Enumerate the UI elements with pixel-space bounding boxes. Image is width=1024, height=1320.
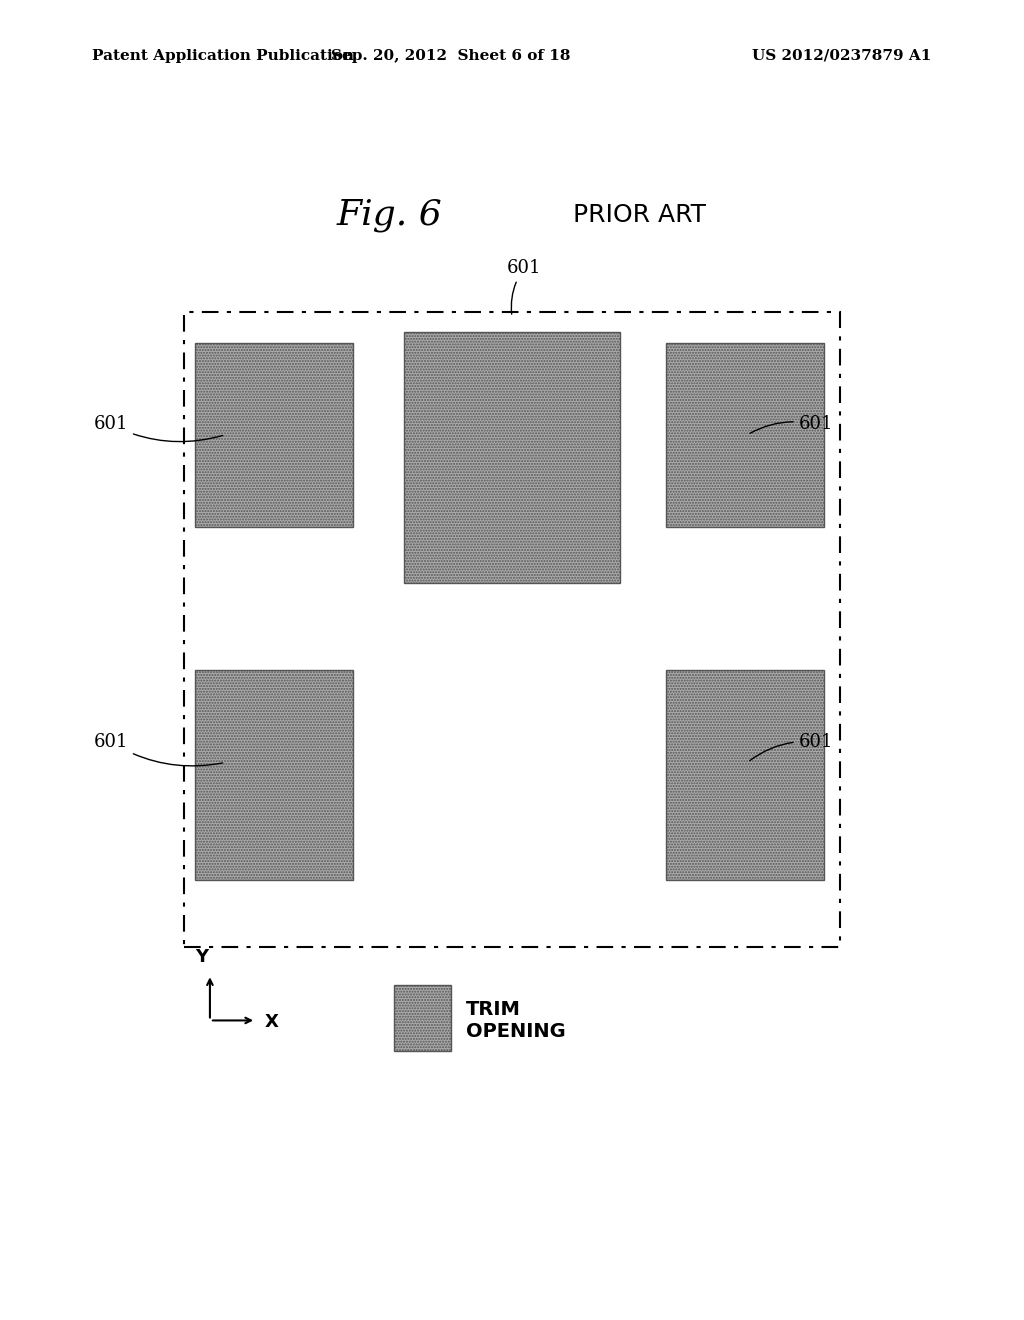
Text: 601: 601 — [750, 733, 834, 760]
Text: X: X — [264, 1014, 279, 1031]
Text: 601: 601 — [507, 259, 542, 314]
Bar — [666, 343, 824, 527]
Text: US 2012/0237879 A1: US 2012/0237879 A1 — [753, 49, 932, 63]
Bar — [195, 671, 353, 880]
Text: Fig. 6: Fig. 6 — [336, 198, 442, 231]
Text: Y: Y — [196, 948, 208, 966]
Text: 601: 601 — [93, 416, 222, 442]
Bar — [404, 333, 620, 583]
Bar — [394, 985, 451, 1051]
Text: Sep. 20, 2012  Sheet 6 of 18: Sep. 20, 2012 Sheet 6 of 18 — [331, 49, 570, 63]
Text: PRIOR ART: PRIOR ART — [573, 202, 707, 227]
Text: 601: 601 — [93, 733, 222, 766]
Bar — [666, 671, 824, 880]
Text: TRIM
OPENING: TRIM OPENING — [466, 1001, 565, 1041]
Bar — [195, 343, 353, 527]
Text: 601: 601 — [750, 416, 834, 433]
Text: Patent Application Publication: Patent Application Publication — [92, 49, 354, 63]
Bar — [184, 312, 840, 946]
